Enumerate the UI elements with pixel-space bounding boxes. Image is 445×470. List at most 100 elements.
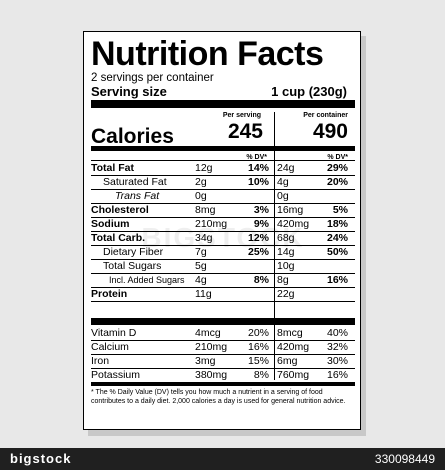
nutrient-name: Total Carb. xyxy=(91,232,146,244)
nutrient-name: Total Fat xyxy=(91,162,134,174)
thick-divider-footnote xyxy=(91,382,355,386)
thick-divider-top xyxy=(91,100,355,108)
dv-per-serving: 15% xyxy=(247,355,269,367)
servings-per-container: 2 servings per container xyxy=(91,72,214,84)
amount-per-serving: 210mg xyxy=(195,341,228,353)
watermark: BIGSTOCK xyxy=(141,222,305,253)
nutrient-name: Protein xyxy=(91,288,128,300)
dv-header-container: % DV* xyxy=(327,154,348,161)
nutrient-row: Total Fat 12g 14% 24g 29% xyxy=(91,161,355,175)
amount-per-container: 10g xyxy=(277,260,295,272)
row-separator xyxy=(91,354,355,355)
amount-per-container: 420mg xyxy=(277,341,310,353)
row-separator xyxy=(91,203,355,204)
row-separator xyxy=(91,340,355,341)
serving-size-label: Serving size xyxy=(91,84,167,99)
nutrient-name: Saturated Fat xyxy=(103,176,167,188)
stock-logo: bigstock xyxy=(10,451,72,466)
dv-per-container: 32% xyxy=(326,341,348,353)
thick-divider-vitamins xyxy=(91,318,355,325)
nutrient-row: Protein 11g 22g xyxy=(91,287,355,301)
per-container-label: Per container xyxy=(303,112,348,119)
stock-image-id: 330098449 xyxy=(374,452,435,466)
thick-divider-calories xyxy=(91,146,355,151)
amount-per-container: 0g xyxy=(277,190,289,202)
nutrient-row: Iron 3mg 15% 6mg 30% xyxy=(91,354,355,368)
amount-per-serving: 5g xyxy=(195,260,207,272)
nutrient-row: Trans Fat 0g 0g xyxy=(91,189,355,203)
dv-per-container: 30% xyxy=(326,355,348,367)
serving-size-value: 1 cup (230g) xyxy=(271,84,347,99)
nutrient-name: Incl. Added Sugars xyxy=(109,275,185,285)
row-separator xyxy=(91,217,355,218)
dv-per-container: 24% xyxy=(326,232,348,244)
dv-per-serving: 16% xyxy=(247,341,269,353)
amount-per-serving: 11g xyxy=(195,288,212,300)
nutrient-name: Total Sugars xyxy=(103,260,162,272)
nutrient-name: Vitamin D xyxy=(91,327,137,339)
dv-per-container: 50% xyxy=(326,246,348,258)
amount-per-serving: 4mcg xyxy=(195,327,221,339)
dv-per-serving: 12% xyxy=(247,232,269,244)
row-separator xyxy=(91,259,355,260)
dv-per-serving: 3% xyxy=(253,204,269,216)
stock-strip: bigstock 330098449 xyxy=(0,448,445,470)
dv-per-container: 40% xyxy=(326,327,348,339)
nutrition-label: Nutrition Facts 2 servings per container… xyxy=(83,31,361,430)
dv-per-serving: 8% xyxy=(253,369,269,381)
dv-per-serving: 8% xyxy=(253,274,269,286)
amount-per-serving: 380mg xyxy=(195,369,228,381)
nutrient-row: Total Carb. 34g 12% 68g 24% xyxy=(91,231,355,245)
nutrient-name: Calcium xyxy=(91,341,129,353)
dv-per-serving: 20% xyxy=(247,327,269,339)
amount-per-serving: 2g xyxy=(195,176,207,188)
amount-per-serving: 4g xyxy=(195,274,207,286)
row-separator xyxy=(91,231,355,232)
dv-per-container: 5% xyxy=(332,204,348,216)
dv-per-container: 20% xyxy=(326,176,348,188)
amount-per-container: 4g xyxy=(277,176,289,188)
amount-per-serving: 12g xyxy=(195,162,213,174)
amount-per-container: 14g xyxy=(277,246,295,258)
nutrient-row: Saturated Fat 2g 10% 4g 20% xyxy=(91,175,355,189)
calories-label: Calories xyxy=(91,125,174,148)
amount-per-serving: 3mg xyxy=(195,355,216,367)
dv-header-serving: % DV* xyxy=(246,154,267,161)
dv-per-serving: 10% xyxy=(247,176,269,188)
amount-per-container: 16mg xyxy=(277,204,304,216)
dv-per-container: 18% xyxy=(326,218,348,230)
per-serving-label: Per serving xyxy=(222,112,261,119)
dv-per-container: 16% xyxy=(326,274,348,286)
amount-per-container: 68g xyxy=(277,232,295,244)
footnote: * The % Daily Value (DV) tells you how m… xyxy=(91,389,346,405)
amount-per-container: 420mg xyxy=(277,218,310,230)
row-separator xyxy=(91,273,355,274)
label-title: Nutrition Facts xyxy=(91,35,324,73)
column-divider-vitamins xyxy=(274,324,275,380)
nutrient-name: Cholesterol xyxy=(91,204,149,216)
amount-per-serving: 210mg xyxy=(195,218,228,230)
amount-per-serving: 8mg xyxy=(195,204,216,216)
row-separator xyxy=(91,287,355,288)
amount-per-container: 760mg xyxy=(277,369,310,381)
nutrient-row: Sodium 210mg 9% 420mg 18% xyxy=(91,217,355,231)
nutrient-name: Sodium xyxy=(91,218,130,230)
nutrient-name: Iron xyxy=(91,355,110,367)
nutrient-row: Vitamin D 4mcg 20% 8mcg 40% xyxy=(91,326,355,340)
amount-per-container: 6mg xyxy=(277,355,298,367)
calories-per-serving: 245 xyxy=(227,120,263,143)
amount-per-serving: 0g xyxy=(195,190,207,202)
row-separator xyxy=(91,245,355,246)
column-divider-top xyxy=(274,112,275,319)
amount-per-container: 8mcg xyxy=(277,327,303,339)
nutrient-name: Potassium xyxy=(91,369,141,381)
calories-per-container: 490 xyxy=(312,120,348,143)
amount-per-container: 24g xyxy=(277,162,295,174)
amount-per-container: 22g xyxy=(277,288,295,300)
row-separator xyxy=(91,160,355,161)
dv-per-container: 29% xyxy=(326,162,348,174)
row-separator xyxy=(91,189,355,190)
dv-per-serving: 25% xyxy=(247,246,269,258)
row-separator xyxy=(91,368,355,369)
